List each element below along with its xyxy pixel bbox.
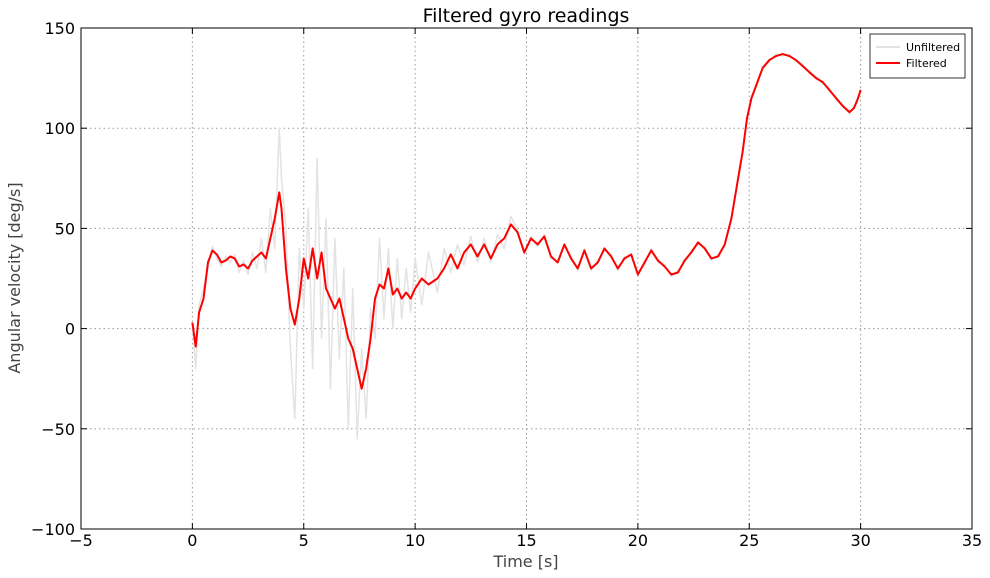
legend-box <box>869 33 966 79</box>
legend-label: Unfiltered <box>906 41 960 54</box>
chart-title: Filtered gyro readings <box>423 5 630 27</box>
y-tick-label: 0 <box>65 320 75 339</box>
y-tick-label: 100 <box>44 119 75 138</box>
x-tick-label: 0 <box>187 531 197 550</box>
y-tick-label: 150 <box>44 19 75 38</box>
x-tick-label: 35 <box>962 531 982 550</box>
legend-label: Filtered <box>906 57 947 70</box>
x-tick-label: 10 <box>405 531 425 550</box>
x-tick-label: 5 <box>299 531 309 550</box>
x-tick-label: 15 <box>516 531 536 550</box>
y-tick-label: −100 <box>31 520 75 539</box>
legend: Unfiltered Filtered <box>869 33 966 79</box>
x-tick-label: 20 <box>628 531 648 550</box>
x-tick-label: 25 <box>739 531 759 550</box>
series-line <box>191 53 862 390</box>
x-tick-label: −5 <box>69 531 93 550</box>
y-tick-label: 50 <box>55 219 75 238</box>
y-axis-label: Angular velocity [deg/s] <box>5 182 24 373</box>
y-tick-label: −50 <box>41 420 75 439</box>
x-tick-label: 30 <box>850 531 870 550</box>
plot-frame <box>80 27 973 530</box>
x-axis-label: Time [s] <box>492 552 558 571</box>
